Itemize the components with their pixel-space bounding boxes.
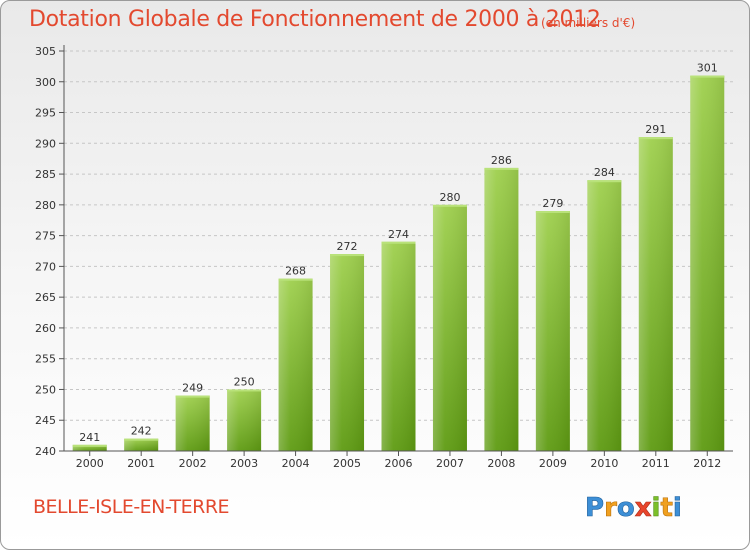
y-tick-label: 275 xyxy=(35,230,56,243)
x-tick-label: 2001 xyxy=(127,457,155,470)
x-tick-label: 2000 xyxy=(76,457,104,470)
y-tick-label: 295 xyxy=(35,107,56,120)
y-tick-label: 300 xyxy=(35,76,56,89)
data-label: 242 xyxy=(131,425,152,438)
x-tick-label: 2005 xyxy=(333,457,361,470)
bar-top-highlight xyxy=(381,241,416,244)
bar-shine xyxy=(690,75,725,451)
x-tick-label: 2011 xyxy=(642,457,670,470)
svg-text:Proxiti: Proxiti xyxy=(585,493,682,523)
data-label: 291 xyxy=(645,123,666,136)
y-tick-label: 290 xyxy=(35,137,56,150)
bar-top-highlight xyxy=(278,278,313,281)
data-label: 274 xyxy=(388,228,409,241)
bar-top-highlight xyxy=(432,204,467,207)
data-label: 279 xyxy=(542,197,563,210)
data-label: 301 xyxy=(697,62,718,75)
chart-subtitle: (en milliers d'€) xyxy=(541,16,636,30)
bar-shine xyxy=(227,389,262,451)
bar-top-highlight xyxy=(484,167,519,170)
y-tick-label: 260 xyxy=(35,322,56,335)
bar-top-highlight xyxy=(587,180,622,183)
y-tick-label: 265 xyxy=(35,291,56,304)
data-label: 241 xyxy=(79,431,100,444)
bar-top-highlight xyxy=(638,137,673,140)
commune-name: BELLE-ISLE-EN-TERRE xyxy=(33,496,230,518)
y-tick-label: 245 xyxy=(35,414,56,427)
bar-shine xyxy=(484,167,519,451)
x-tick-label: 2003 xyxy=(230,457,258,470)
data-label: 280 xyxy=(439,191,460,204)
data-label: 284 xyxy=(594,166,615,179)
y-tick-label: 280 xyxy=(35,199,56,212)
y-tick-label: 240 xyxy=(35,445,56,458)
x-tick-label: 2010 xyxy=(590,457,618,470)
y-tick-label: 270 xyxy=(35,260,56,273)
data-label: 286 xyxy=(491,154,512,167)
bar-shine xyxy=(330,254,365,451)
y-tick-label: 285 xyxy=(35,168,56,181)
bar-shine xyxy=(72,444,107,451)
y-tick-label: 255 xyxy=(35,353,56,366)
data-label: 250 xyxy=(234,375,255,388)
proxiti-logo: Proxiti xyxy=(585,493,682,523)
bar-top-highlight xyxy=(330,254,365,257)
bar-shine xyxy=(638,137,673,451)
x-tick-label: 2012 xyxy=(693,457,721,470)
data-label: 272 xyxy=(337,240,358,253)
data-label: 268 xyxy=(285,265,306,278)
y-tick-label: 250 xyxy=(35,383,56,396)
bar-top-highlight xyxy=(690,75,725,78)
x-tick-label: 2002 xyxy=(179,457,207,470)
bar-shine xyxy=(278,278,313,451)
bar-top-highlight xyxy=(124,438,159,441)
bar-shine xyxy=(175,395,210,451)
bar-shine xyxy=(432,204,467,451)
x-tick-label: 2004 xyxy=(282,457,310,470)
bar-top-highlight xyxy=(72,444,107,447)
x-tick-label: 2009 xyxy=(539,457,567,470)
bar-shine xyxy=(587,180,622,451)
chart-title: Dotation Globale de Fonctionnement de 20… xyxy=(29,7,601,32)
bar-shine xyxy=(381,241,416,451)
y-tick-label: 305 xyxy=(35,45,56,58)
x-tick-label: 2007 xyxy=(436,457,464,470)
x-tick-label: 2008 xyxy=(487,457,515,470)
bar-shine xyxy=(535,211,570,451)
data-label: 249 xyxy=(182,382,203,395)
bar-top-highlight xyxy=(175,395,210,398)
bar-top-highlight xyxy=(535,211,570,213)
bar-top-highlight xyxy=(227,389,262,392)
x-tick-label: 2006 xyxy=(385,457,413,470)
bar-shine xyxy=(124,438,159,451)
